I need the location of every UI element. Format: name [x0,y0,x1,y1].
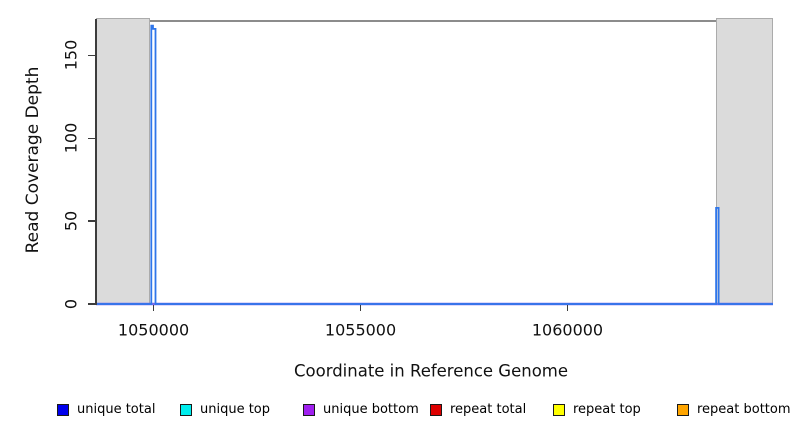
y-tick-label: 50 [61,210,81,232]
plot-top-border [96,19,773,22]
legend-swatch-unique-total [57,403,69,416]
legend-swatch-unique-bottom [303,403,315,416]
y-tick-mark [87,220,96,222]
legend-item-unique-total: unique total [57,402,156,417]
y-axis-title: Read Coverage Depth [23,66,43,254]
legend-item-repeat-total: repeat total [430,402,527,417]
legend-swatch-repeat-total [430,403,442,416]
x-axis-title: Coordinate in Reference Genome [293,361,569,381]
legend-item-repeat-bottom: repeat bottom [677,402,791,417]
legend-swatch-repeat-bottom [677,403,689,416]
legend-label: unique top [200,402,271,417]
y-tick-mark [87,54,96,57]
y-axis-line [95,19,97,305]
series-unique-total [96,24,773,305]
y-tick-mark [87,137,96,140]
masked-region-band [716,17,773,305]
legend-label: unique total [77,402,156,417]
x-tick-label: 1050000 [117,320,190,340]
x-tick-mark [359,304,362,311]
x-tick-label: 1055000 [324,320,397,340]
y-tick-label: 0 [61,298,81,310]
legend-item-repeat-top: repeat top [553,402,641,417]
y-tick-label: 150 [61,40,81,71]
y-tick-mark [87,303,96,305]
legend-label: unique bottom [323,402,419,417]
legend-item-unique-top: unique top [180,402,271,417]
plot-area [96,17,773,306]
y-tick-label: 100 [61,123,81,154]
x-tick-label: 1060000 [531,320,604,340]
legend-label: repeat total [450,402,527,417]
legend-label: repeat top [573,402,641,417]
series-layer [96,24,773,306]
legend-swatch-repeat-top [553,403,565,416]
x-tick-mark [566,304,569,311]
legend-swatch-unique-top [180,403,192,416]
legend-item-unique-bottom: unique bottom [303,402,419,417]
x-tick-mark [152,304,155,311]
legend: unique total unique top unique bottom repea… [0,402,792,425]
legend-label: repeat bottom [697,402,791,417]
